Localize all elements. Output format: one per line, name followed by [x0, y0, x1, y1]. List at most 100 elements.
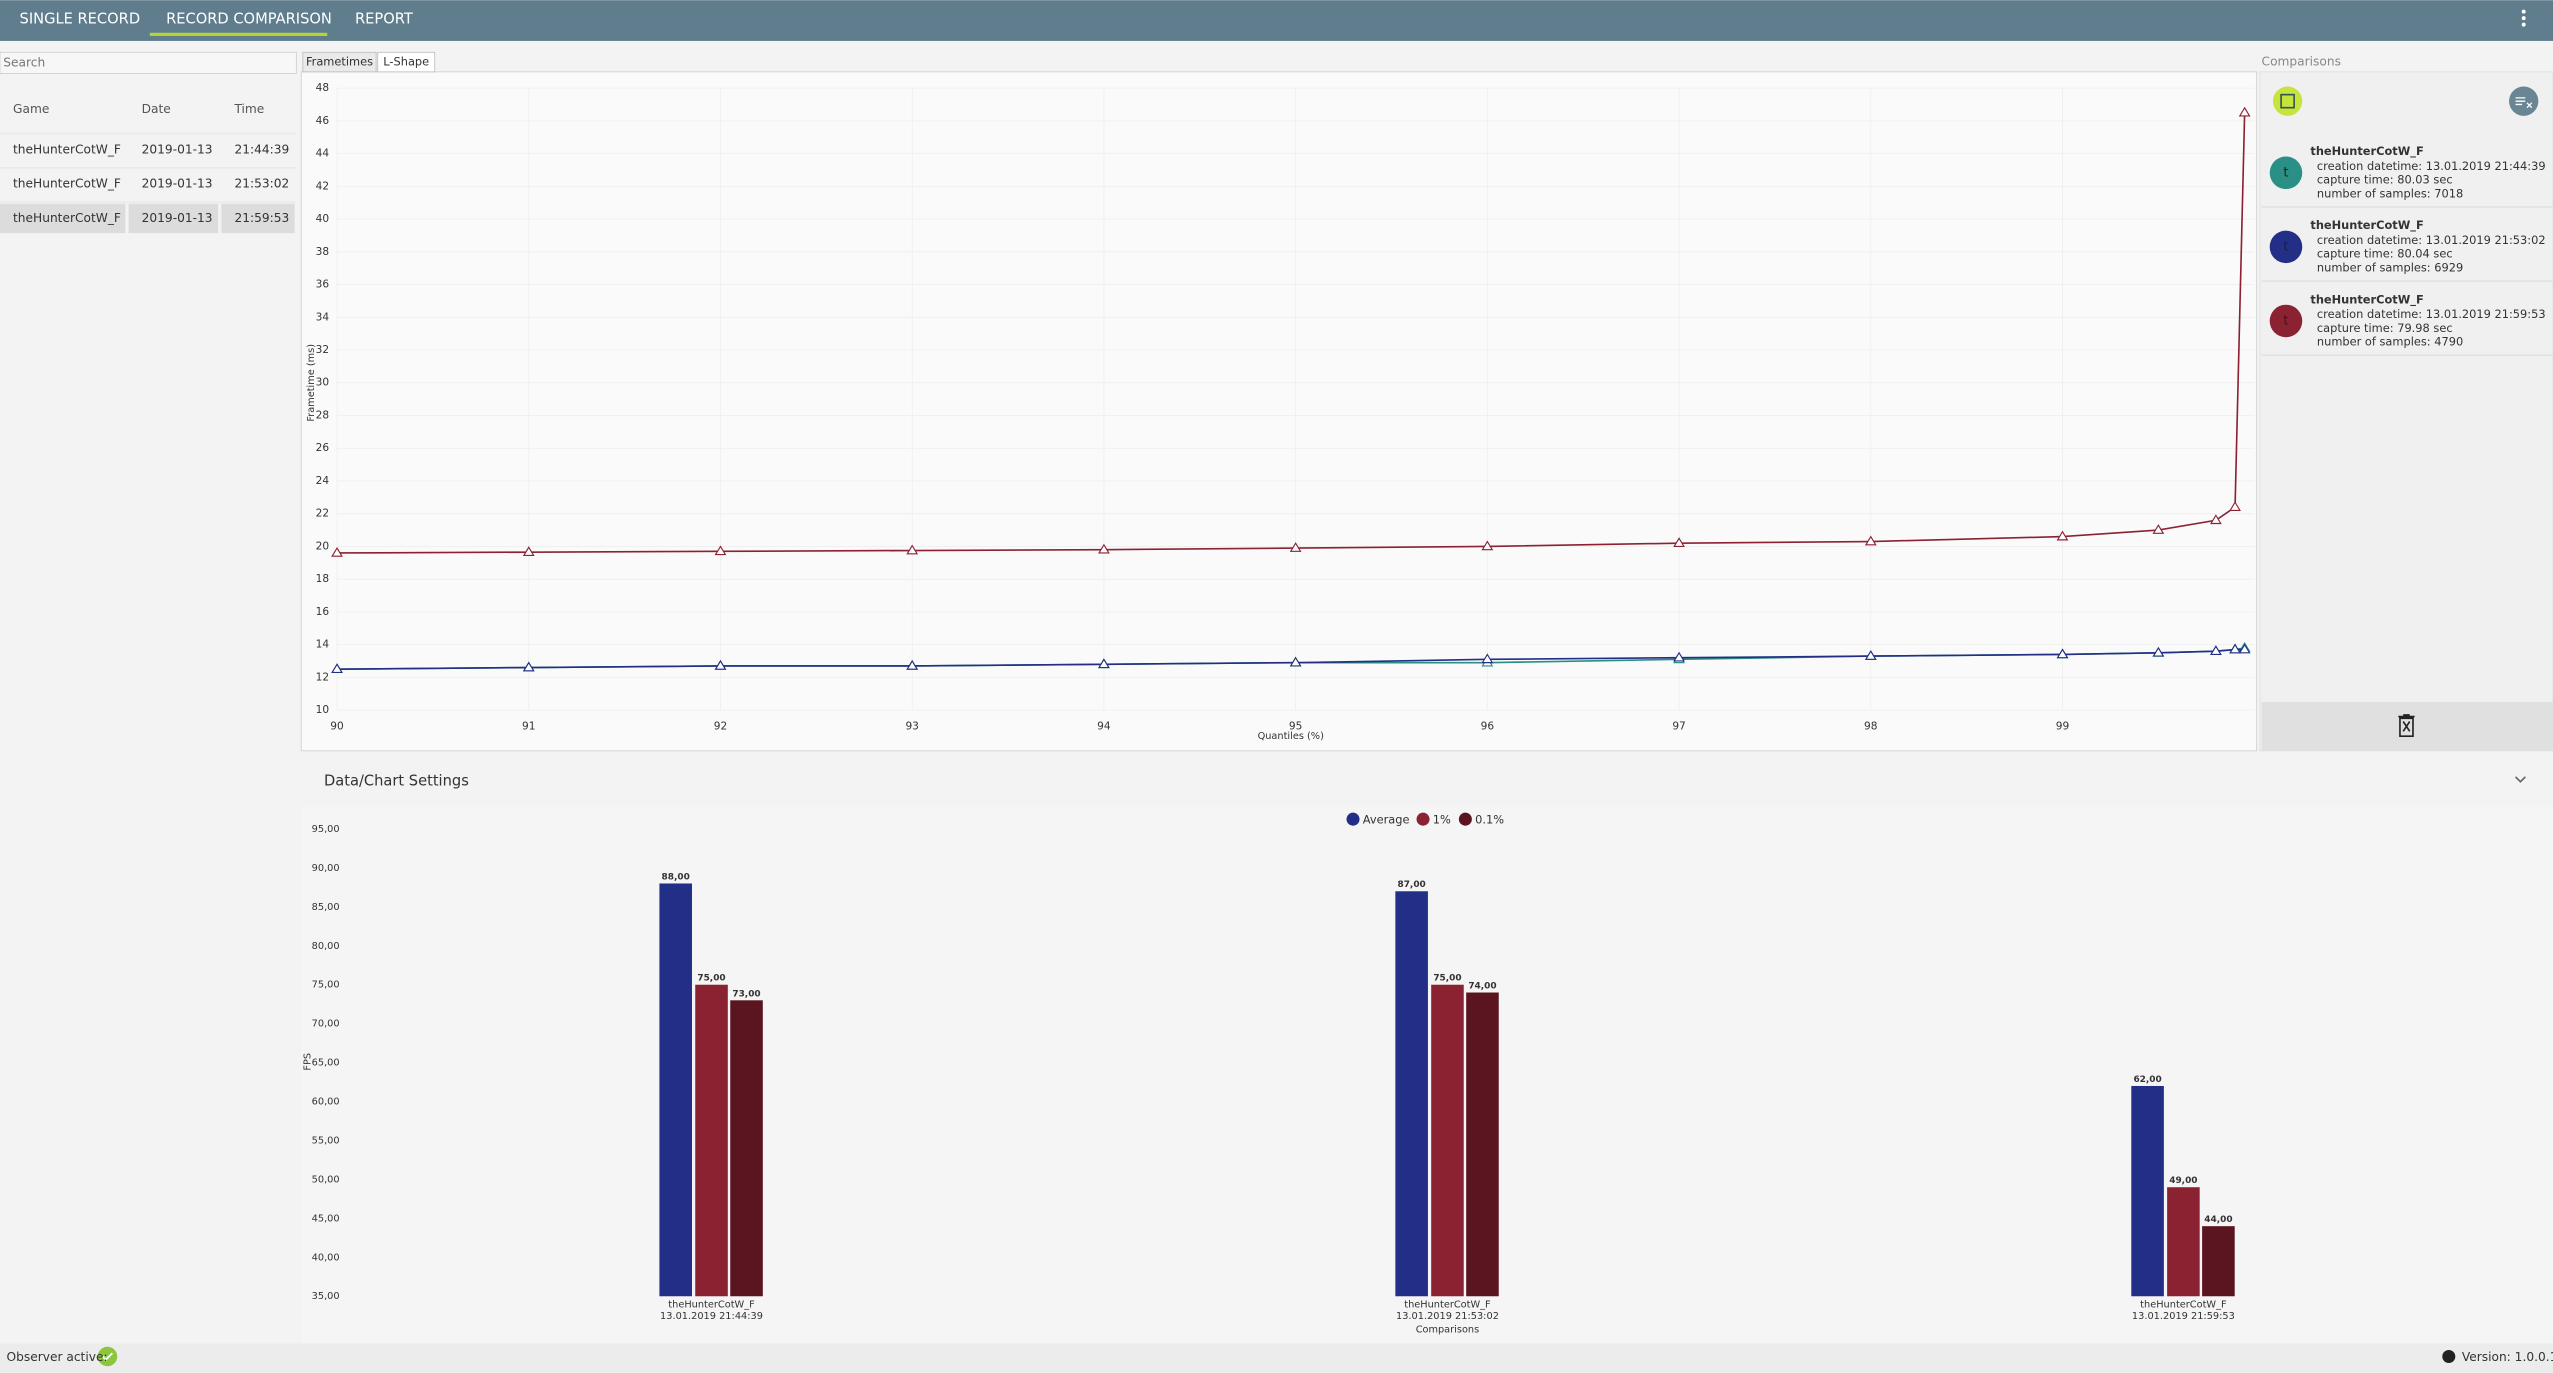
category-text: theHunterCotW_F 13.01.2019 21:53:02: [1395, 1299, 1499, 1323]
version-label: Version: 1.0.0.1: [2462, 1350, 2553, 1364]
point-marker: [2209, 514, 2222, 525]
legend-swatch: [1458, 812, 1472, 826]
x-tick-label: 93: [905, 720, 918, 732]
point-marker: [2238, 106, 2251, 117]
value-label: 75,00: [1433, 974, 1461, 984]
line-chart-panel: [300, 71, 2258, 752]
point-marker: [2229, 501, 2241, 511]
point-marker: [1289, 656, 1302, 667]
point-marker: [1864, 535, 1877, 546]
comparisons-title: Comparisons: [2262, 55, 2341, 69]
category-label: theHunterCotW_F 13.01.2019 21:53:02: [1395, 1299, 1499, 1323]
y-axis-title: FPS: [303, 1053, 314, 1071]
y-tick-label: 20: [316, 540, 330, 552]
x-tick-label: 92: [714, 720, 727, 732]
value-label: 75,00: [697, 974, 725, 984]
chart-tab[interactable]: [377, 51, 436, 73]
table-header: Date: [142, 102, 171, 116]
y-tick-label: 40: [316, 213, 330, 225]
value-label: 62,00: [2133, 1075, 2161, 1085]
legend-label: 0.1%: [1475, 813, 1504, 827]
point-marker: [2152, 524, 2165, 534]
x-tick-label: 96: [1481, 720, 1495, 732]
observer-check: [97, 1346, 118, 1367]
bar: [2202, 1226, 2235, 1297]
table-cell[interactable]: 2019-01-13: [142, 143, 213, 157]
y-tick-label: 24: [316, 475, 330, 487]
y-tick-label: 55,00: [312, 1135, 340, 1146]
value-label: 87,00: [1397, 880, 1425, 890]
nav-tab[interactable]: SINGLE RECORD: [20, 11, 141, 28]
table-cell[interactable]: 21:53:02: [234, 177, 289, 191]
y-tick-label: 95,00: [312, 824, 340, 835]
y-tick-label: 44: [316, 148, 330, 160]
nav-tab[interactable]: REPORT: [355, 11, 413, 28]
selected-row-cell: [0, 203, 126, 234]
point-marker: [331, 663, 343, 674]
y-tick-label: 10: [316, 704, 330, 716]
value-label: 73,00: [732, 989, 760, 999]
y-tick-label: 34: [316, 311, 330, 323]
bar: [1395, 891, 1428, 1297]
bar: [2167, 1187, 2200, 1297]
nav-tab[interactable]: RECORD COMPARISON: [166, 11, 332, 28]
record-detail: number of samples: 6929: [2317, 261, 2463, 275]
table-cell[interactable]: theHunterCotW_F: [13, 143, 121, 157]
bar: [730, 1000, 763, 1297]
x-tick-label: 94: [1097, 720, 1111, 732]
x-tick-label: 91: [522, 720, 535, 732]
observer-label: Observer active:: [7, 1350, 108, 1364]
expand-chevron[interactable]: [2514, 776, 2526, 783]
bar: [1466, 992, 1499, 1297]
top-bar: [0, 0, 2553, 41]
chart-tab[interactable]: [302, 51, 377, 73]
y-tick-label: 90,00: [312, 863, 340, 874]
trash-icon: [2398, 714, 2415, 737]
point-marker: [714, 659, 727, 670]
table-cell[interactable]: 2019-01-13: [142, 211, 213, 225]
y-tick-label: 12: [316, 671, 329, 683]
add-comparison-button[interactable]: [2272, 86, 2303, 116]
y-tick-label: 40,00: [312, 1252, 340, 1263]
legend-label: Average: [1363, 813, 1410, 827]
table-cell[interactable]: 2019-01-13: [142, 177, 213, 191]
y-tick-label: 70,00: [312, 1019, 340, 1030]
menu-button[interactable]: [2521, 9, 2526, 27]
y-tick-label: 35,00: [312, 1291, 340, 1302]
y-tick-label: 18: [316, 573, 329, 585]
add-icon: [2280, 93, 2295, 109]
category-text: theHunterCotW_F 13.01.2019 21:59:53: [2131, 1299, 2235, 1323]
bar: [659, 883, 692, 1297]
x-tick-label: 98: [1864, 720, 1877, 732]
status-bar: [0, 1343, 2553, 1373]
y-tick-label: 26: [316, 442, 330, 454]
x-tick-label: 99: [2056, 720, 2069, 732]
x-tick-label: 97: [1672, 720, 1685, 732]
selected-row-cell: [128, 203, 219, 234]
info-icon: [2442, 1349, 2456, 1364]
record-detail: creation datetime: 13.01.2019 21:59:53: [2317, 307, 2546, 321]
category-text: theHunterCotW_F 13.01.2019 21:44:39: [660, 1299, 763, 1323]
table-cell[interactable]: theHunterCotW_F: [13, 211, 121, 225]
record-badge: [2269, 304, 2303, 338]
comparisons-panel: [2259, 71, 2553, 752]
record-detail: creation datetime: 13.01.2019 21:53:02: [2317, 233, 2546, 247]
table-cell[interactable]: 21:59:53: [234, 211, 289, 225]
y-tick-label: 30: [316, 377, 330, 389]
table-cell[interactable]: theHunterCotW_F: [13, 177, 121, 191]
value-label: 88,00: [662, 872, 690, 882]
series-line: [337, 112, 2246, 554]
point-marker: [1098, 658, 1110, 669]
badge-letter: t: [2283, 165, 2288, 180]
table-cell[interactable]: 21:44:39: [234, 143, 289, 157]
settings-bar[interactable]: [301, 758, 2553, 805]
legend-swatch: [1416, 812, 1430, 826]
x-tick-label: 95: [1289, 720, 1302, 732]
y-tick-label: 65,00: [312, 1058, 340, 1069]
y-tick-label: 42: [316, 180, 329, 192]
y-tick-label: 36: [316, 279, 330, 291]
record-name: theHunterCotW_F: [2310, 144, 2423, 159]
search-box[interactable]: [0, 51, 297, 74]
record-name: theHunterCotW_F: [2310, 292, 2423, 307]
chart-tab-label: Frametimes: [306, 55, 373, 69]
